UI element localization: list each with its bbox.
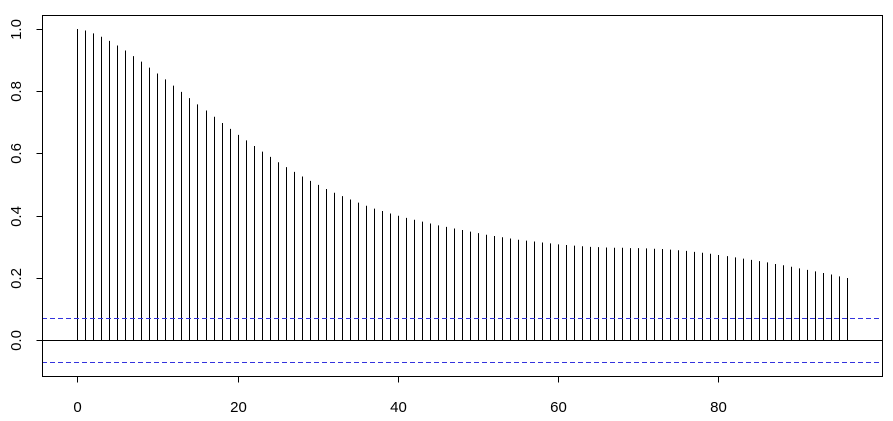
x-axis: 0 20 40 60 80 bbox=[73, 376, 727, 416]
x-tick-label: 40 bbox=[390, 399, 407, 416]
x-tick-label: 60 bbox=[550, 399, 567, 416]
y-tick-label: 0.8 bbox=[8, 81, 25, 102]
x-tick-label: 80 bbox=[710, 399, 727, 416]
y-tick-label: 0.2 bbox=[8, 268, 25, 289]
spike-series bbox=[77, 29, 848, 341]
y-tick-label: 0.6 bbox=[8, 143, 25, 164]
y-tick-label: 1.0 bbox=[8, 19, 25, 40]
x-tick-label: 20 bbox=[230, 399, 247, 416]
x-tick-label: 0 bbox=[73, 399, 81, 416]
y-tick-label: 0.0 bbox=[8, 330, 25, 351]
y-tick-label: 0.4 bbox=[8, 206, 25, 227]
y-axis: 0.0 0.2 0.4 0.6 0.8 1.0 bbox=[8, 19, 43, 351]
